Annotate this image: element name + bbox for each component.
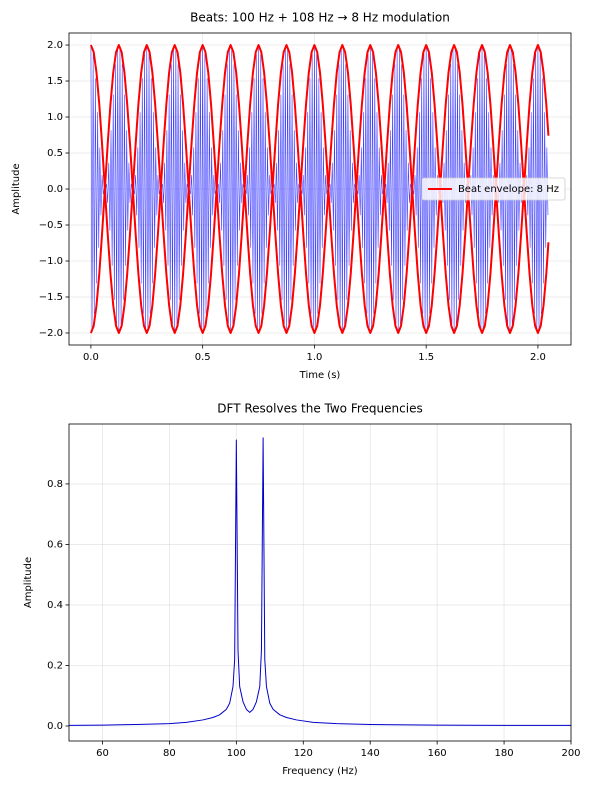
- y-tick-label: 0.6: [47, 539, 63, 550]
- axes-frame: [68, 423, 572, 742]
- chart-title: Beats: 100 Hz + 108 Hz → 8 Hz modulation: [190, 11, 450, 25]
- legend-box: [421, 177, 566, 201]
- legend-label: Beat envelope: 8 Hz: [458, 184, 559, 195]
- x-tick-label: 200: [561, 748, 580, 759]
- y-tick-label: 0.5: [47, 148, 63, 159]
- axes: 60 80 100 120 140 160 180 200 0.0 0.2 0.4 0.6 0.8 DFT…: [23, 402, 581, 778]
- x-tick-label: 1.0: [306, 352, 322, 363]
- series-line: [89, 44, 550, 334]
- x-tick-label: 2.0: [530, 352, 546, 363]
- plot-area: [69, 424, 571, 741]
- y-tick-label: 0.4: [47, 600, 63, 611]
- y-tick-label: 0.2: [47, 660, 63, 671]
- axes: 0.0 0.5 1.0 1.5 2.0 −2.0 −1.5 −1.0 −0.5 0.0 0.5 1.0…: [11, 11, 572, 381]
- y-tick-label: 0.8: [47, 479, 63, 490]
- y-tick-label: −2.0: [39, 328, 63, 339]
- y-tick-label: 2.0: [47, 40, 63, 51]
- x-tick-label: 180: [495, 748, 514, 759]
- legend: Beat envelope: 8 Hz: [421, 177, 566, 201]
- x-tick-label: 100: [227, 748, 246, 759]
- x-tick-label: 1.5: [418, 352, 434, 363]
- y-tick-label: −1.0: [39, 256, 63, 267]
- series-line: [89, 44, 550, 334]
- series-line: [69, 437, 571, 726]
- y-axis-label: Amplitude: [23, 557, 34, 608]
- x-tick-label: 80: [163, 748, 176, 759]
- series-group: [89, 44, 550, 334]
- x-tick-label: 0.0: [83, 352, 99, 363]
- y-tick-label: 0.0: [47, 184, 63, 195]
- y-tick-label: −1.5: [39, 292, 63, 303]
- y-tick-label: 1.5: [47, 76, 63, 87]
- x-tick-label: 120: [294, 748, 313, 759]
- y-tick-label: 1.0: [47, 112, 63, 123]
- x-axis-label: Time (s): [299, 370, 341, 381]
- x-tick-label: 60: [96, 748, 109, 759]
- y-tick-label: −0.5: [39, 220, 63, 231]
- x-tick-label: 160: [428, 748, 447, 759]
- x-tick-label: 140: [361, 748, 380, 759]
- chart-title: DFT Resolves the Two Frequencies: [217, 402, 422, 416]
- y-tick-label: 0.0: [47, 721, 63, 732]
- y-axis-label: Amplitude: [11, 163, 22, 214]
- x-tick-label: 0.5: [195, 352, 211, 363]
- series-group: [69, 437, 571, 726]
- series-line: [90, 44, 549, 334]
- x-axis-label: Frequency (Hz): [282, 766, 358, 777]
